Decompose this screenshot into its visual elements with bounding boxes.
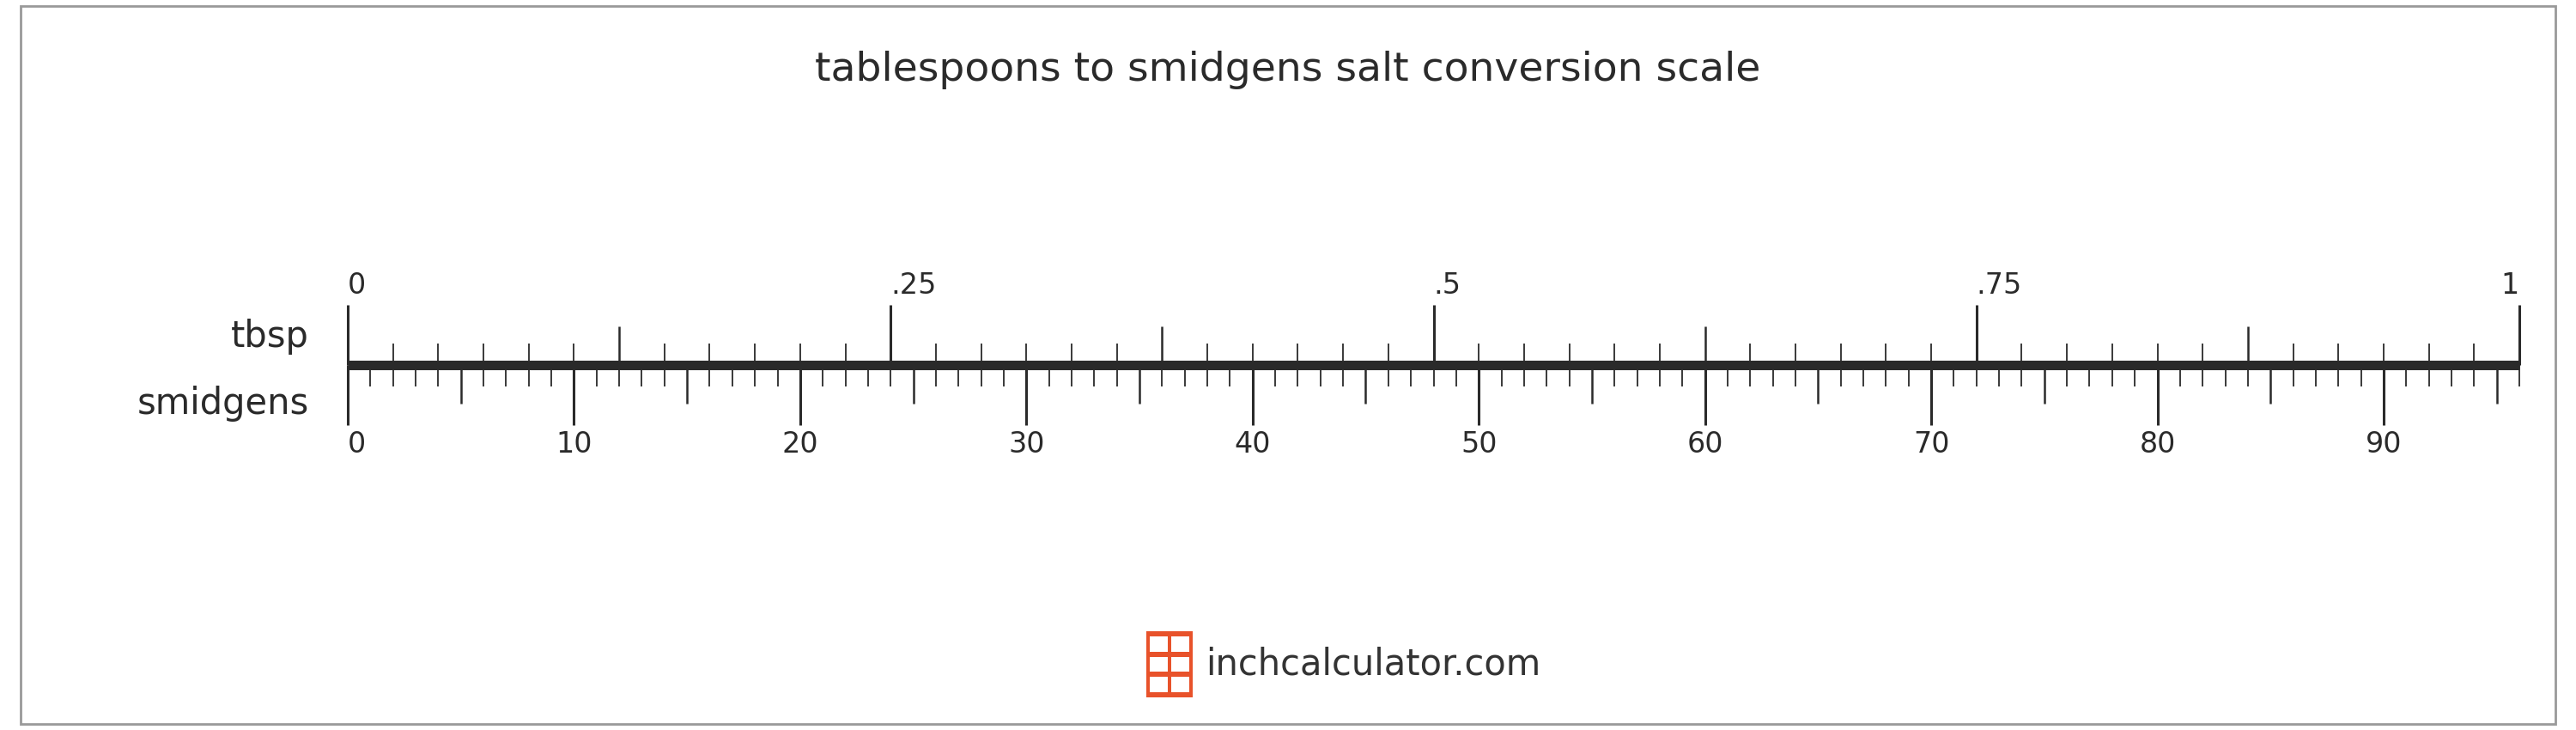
Text: tbsp: tbsp <box>232 318 309 355</box>
FancyBboxPatch shape <box>1172 657 1190 672</box>
Text: 40: 40 <box>1234 430 1270 458</box>
Text: 0: 0 <box>348 430 366 458</box>
FancyBboxPatch shape <box>1149 657 1167 672</box>
Text: 80: 80 <box>2138 430 2177 458</box>
FancyBboxPatch shape <box>1146 631 1193 697</box>
Text: 90: 90 <box>2365 430 2401 458</box>
FancyBboxPatch shape <box>1172 637 1190 652</box>
Text: smidgens: smidgens <box>137 385 309 422</box>
Text: .25: .25 <box>891 272 938 300</box>
Text: 20: 20 <box>783 430 819 458</box>
FancyBboxPatch shape <box>1149 637 1167 652</box>
Text: inchcalculator.com: inchcalculator.com <box>1206 646 1540 683</box>
Text: .75: .75 <box>1976 272 2022 300</box>
Text: 10: 10 <box>556 430 592 458</box>
Text: 30: 30 <box>1007 430 1046 458</box>
Text: .5: .5 <box>1432 272 1461 300</box>
Text: 1: 1 <box>2501 272 2519 300</box>
FancyBboxPatch shape <box>1149 677 1167 692</box>
FancyBboxPatch shape <box>1172 677 1190 692</box>
Text: tablespoons to smidgens salt conversion scale: tablespoons to smidgens salt conversion … <box>814 51 1762 90</box>
Text: 70: 70 <box>1914 430 1950 458</box>
Text: 0: 0 <box>348 272 366 300</box>
Text: 60: 60 <box>1687 430 1723 458</box>
Text: 50: 50 <box>1461 430 1497 458</box>
